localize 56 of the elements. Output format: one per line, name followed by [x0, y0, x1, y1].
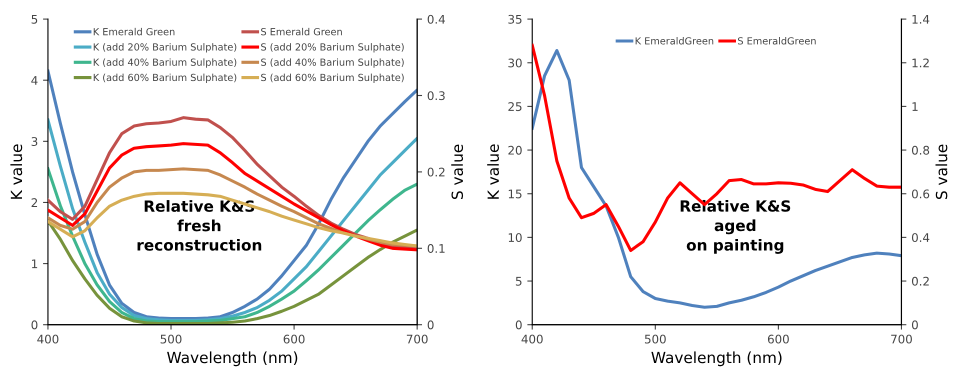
x-tick-label: 400	[37, 334, 58, 344]
legend-label: S (add 40% Barium Sulphate)	[261, 58, 404, 68]
y2-tick-label: 0.8	[912, 146, 930, 155]
y-tick-label: 1	[32, 259, 38, 268]
y2-tick-label: 1.2	[912, 58, 929, 68]
y-axis-title: K value	[10, 144, 22, 199]
line-series	[48, 142, 418, 252]
y-tick-label: 10	[508, 233, 522, 242]
y2-tick-label: 0.3	[428, 91, 445, 100]
x-tick-label: 500	[644, 334, 666, 344]
y2-tick-label: 0.4	[428, 14, 445, 24]
x-tick-label: 600	[768, 334, 789, 344]
line-series	[532, 44, 902, 252]
annotation: Relative K&S aged on painting	[680, 200, 790, 254]
y-tick-label: 3	[32, 137, 38, 146]
line-series	[532, 49, 902, 309]
legend-label: S (add 20% Barium Sulphate)	[261, 43, 404, 52]
y-tick-label: 35	[508, 14, 522, 24]
x-tick-label: 400	[522, 334, 543, 344]
legend-label: K (add 40% Barium Sulphate)	[94, 58, 236, 68]
y2-axis-title: S value	[451, 144, 464, 200]
y-tick-label: 2	[32, 198, 38, 207]
x-tick-label: 700	[406, 334, 428, 344]
y2-axis-title: S value	[936, 144, 948, 200]
y-tick-label: 5	[516, 276, 522, 286]
y-tick-label: 25	[508, 102, 522, 112]
y2-tick-label: 0	[912, 320, 918, 330]
legend-label: K Emerald Green	[94, 28, 174, 36]
y-tick-label: 0	[31, 320, 38, 330]
y-tick-label: 0	[516, 320, 522, 330]
x-axis-title: Wavelength (nm)	[167, 351, 298, 366]
y-tick-label: 5	[32, 14, 38, 24]
legend-label: S (add 60% Barium Sulphate)	[261, 74, 404, 83]
legend-label: K (add 20% Barium Sulphate)	[94, 43, 236, 52]
x-tick-label: 600	[284, 334, 305, 344]
legend-label: S Emerald Green	[261, 28, 342, 36]
x-tick-label: 700	[891, 334, 912, 344]
y2-tick-label: 0.6	[912, 189, 930, 198]
y2-tick-label: 0.4	[912, 233, 930, 242]
y2-tick-label: 1.4	[912, 14, 930, 24]
x-tick-label: 500	[160, 334, 182, 344]
y2-tick-label: 0	[428, 320, 434, 330]
y-tick-label: 4	[31, 76, 38, 85]
y2-tick-label: 1	[912, 102, 918, 111]
line-series	[48, 70, 418, 320]
legend-label: K EmeraldGreen	[636, 37, 714, 45]
y-axis-title: K value	[487, 144, 499, 199]
y-tick-label: 15	[508, 190, 522, 198]
legend-label: K (add 60% Barium Sulphate)	[94, 74, 236, 83]
y-tick-label: 30	[508, 58, 522, 68]
y-tick-label: 20	[508, 146, 522, 155]
y2-tick-label: 0.2	[428, 168, 444, 177]
y2-tick-label: 0.1	[428, 244, 445, 253]
legend-label: S EmeraldGreen	[738, 37, 816, 45]
y2-tick-label: 0.2	[912, 276, 929, 286]
x-axis-title: Wavelength (nm)	[651, 351, 782, 366]
